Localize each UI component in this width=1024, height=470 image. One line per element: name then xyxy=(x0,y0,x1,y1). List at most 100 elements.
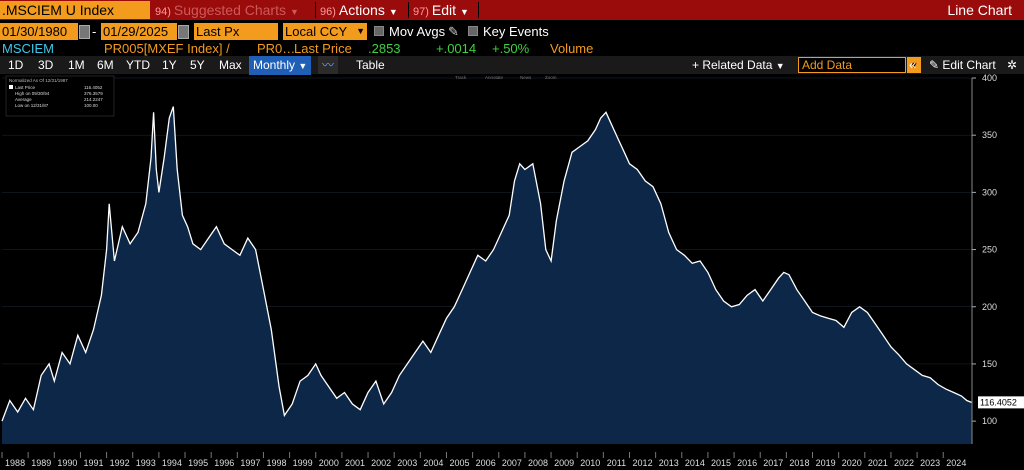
period-6m[interactable]: 6M xyxy=(97,58,114,72)
calendar-icon[interactable] xyxy=(79,25,90,39)
calendar-icon[interactable] xyxy=(178,25,189,39)
edit-chart-button[interactable]: ✎ Edit Chart xyxy=(929,56,996,74)
x-tick-label: 2018 xyxy=(789,458,809,468)
volume-label: Volume xyxy=(550,41,594,56)
table-button[interactable]: Table xyxy=(356,58,385,72)
news-tool[interactable]: News xyxy=(520,75,532,80)
legend-row-value: 376.3579 xyxy=(84,91,103,96)
x-tick-label: 2020 xyxy=(842,458,862,468)
title-bar: .MSCIEM U Index 94) Suggested Charts ▼ 96)… xyxy=(0,0,1024,20)
legend-row-label: Last Price xyxy=(15,85,36,90)
chart-mini-tools: Track Annotate News Zoom xyxy=(455,75,557,80)
legend-row-label: Low on 12/31/87 xyxy=(15,103,49,108)
frequency-select[interactable]: Monthly ▼ xyxy=(249,56,312,75)
period-ytd[interactable]: YTD xyxy=(126,58,150,72)
currency-select[interactable]: Local CCY ▼ xyxy=(283,23,367,40)
x-tick-label: 2002 xyxy=(371,458,391,468)
price-line xyxy=(1,106,972,422)
x-tick-label: 2004 xyxy=(423,458,443,468)
ticker-field[interactable]: .MSCIEM U Index xyxy=(0,1,150,19)
actions-button[interactable]: 96) Actions ▼ xyxy=(320,1,398,19)
end-date-field[interactable]: 01/29/2025 xyxy=(101,23,177,40)
security-source: PR005[MXEF Index] / xyxy=(104,41,230,56)
x-tick-label: 2012 xyxy=(633,458,653,468)
x-tick-label: 2019 xyxy=(816,458,836,468)
edit-label: Edit xyxy=(431,2,457,18)
frequency-value: Monthly xyxy=(253,58,296,72)
track-tool[interactable]: Track xyxy=(455,75,467,80)
legend-row-value: 100.00 xyxy=(84,103,98,108)
date-separator: - xyxy=(92,24,97,39)
x-tick-label: 2007 xyxy=(502,458,522,468)
period-max[interactable]: Max xyxy=(219,58,242,72)
collapse-icon[interactable]: « xyxy=(909,57,917,72)
add-data-input[interactable]: Add Data xyxy=(798,57,906,73)
x-tick-label: 2011 xyxy=(607,458,626,468)
x-tick-label: 2021 xyxy=(868,458,888,468)
key-events-checkbox[interactable] xyxy=(468,26,478,36)
currency-value: Local CCY xyxy=(285,24,348,39)
last-value-label: 116.4052 xyxy=(980,397,1017,407)
controls-row: 01/30/1980 - 01/29/2025 Last Px Local CC… xyxy=(0,23,1024,41)
last-price-label: Last Price xyxy=(294,41,352,56)
security-name: MSCIEM xyxy=(2,41,54,56)
y-tick-label: 300 xyxy=(982,187,997,197)
x-tick-label: 1989 xyxy=(31,458,51,468)
price-field-value: Last Px xyxy=(196,24,240,39)
x-tick-label: 1994 xyxy=(162,458,182,468)
chevron-down-icon: ▼ xyxy=(460,7,469,17)
x-tick-label: 1995 xyxy=(188,458,208,468)
x-tick-label: 1991 xyxy=(83,458,103,468)
x-tick-label: 2016 xyxy=(737,458,757,468)
legend-row-value: 116.4052 xyxy=(84,85,103,90)
last-value-marker: 116.4052 xyxy=(978,396,1024,409)
y-tick-label: 400 xyxy=(982,74,997,83)
chart-area[interactable]: 100 150 200 250 300 350 400 1988 1989 1990 1991 19… xyxy=(0,73,1024,470)
period-3d[interactable]: 3D xyxy=(38,58,54,72)
chart-type-label: Line Chart xyxy=(947,2,1012,18)
chevron-down-icon[interactable]: ▼ xyxy=(907,57,921,73)
y-tick-label: 200 xyxy=(982,302,997,312)
x-tick-label: 2023 xyxy=(920,458,940,468)
security-pr: PR0… xyxy=(257,41,296,56)
price-area xyxy=(2,106,972,444)
period-1d[interactable]: 1D xyxy=(8,58,24,72)
period-1m[interactable]: 1M xyxy=(68,58,85,72)
mov-avgs-checkbox[interactable] xyxy=(374,26,384,36)
y-tick-label: 100 xyxy=(982,416,997,426)
price-field-select[interactable]: Last Px xyxy=(194,23,278,40)
x-tick-label: 2024 xyxy=(946,458,966,468)
chevron-down-icon: ▼ xyxy=(289,7,299,17)
mov-avgs-label: Mov Avgs xyxy=(389,24,446,39)
legend-row-label: Average xyxy=(15,97,32,102)
chevron-down-icon: ▼ xyxy=(388,7,398,17)
pencil-icon: ✎ xyxy=(929,58,940,72)
x-tick-label: 2006 xyxy=(476,458,496,468)
divider xyxy=(315,2,316,18)
divider xyxy=(408,2,409,18)
legend-row-value: 214.2247 xyxy=(84,97,103,102)
x-tick-label: 2015 xyxy=(711,458,731,468)
legend: Normalized As Of 12/31/1987 Last Price 1… xyxy=(5,75,115,117)
related-data-button[interactable]: + Related Data ▼ xyxy=(692,56,785,75)
related-data-label: + Related Data xyxy=(692,58,773,72)
start-date-field[interactable]: 01/30/1980 xyxy=(0,23,78,40)
pencil-icon[interactable]: ✎ xyxy=(448,24,459,39)
legend-swatch xyxy=(9,85,13,89)
period-5y[interactable]: 5Y xyxy=(190,58,205,72)
edit-chart-label: Edit Chart xyxy=(942,58,996,72)
gear-icon[interactable]: ✲ xyxy=(1007,58,1018,72)
annotate-tool[interactable]: Annotate xyxy=(485,75,504,80)
actions-label: Actions xyxy=(338,2,385,18)
y-tick-label: 250 xyxy=(982,245,997,255)
suggested-charts-button[interactable]: 94) Suggested Charts ▼ xyxy=(155,1,299,19)
edit-button[interactable]: 97) Edit ▼ xyxy=(413,1,469,19)
line-chart-icon[interactable]: 〰 xyxy=(318,56,338,74)
x-tick-label: 1998 xyxy=(267,458,287,468)
last-value-box xyxy=(978,396,1024,409)
zoom-tool[interactable]: Zoom xyxy=(545,75,557,80)
x-tick-label: 2017 xyxy=(763,458,783,468)
x-tick-label: 2003 xyxy=(397,458,417,468)
period-1y[interactable]: 1Y xyxy=(162,58,177,72)
